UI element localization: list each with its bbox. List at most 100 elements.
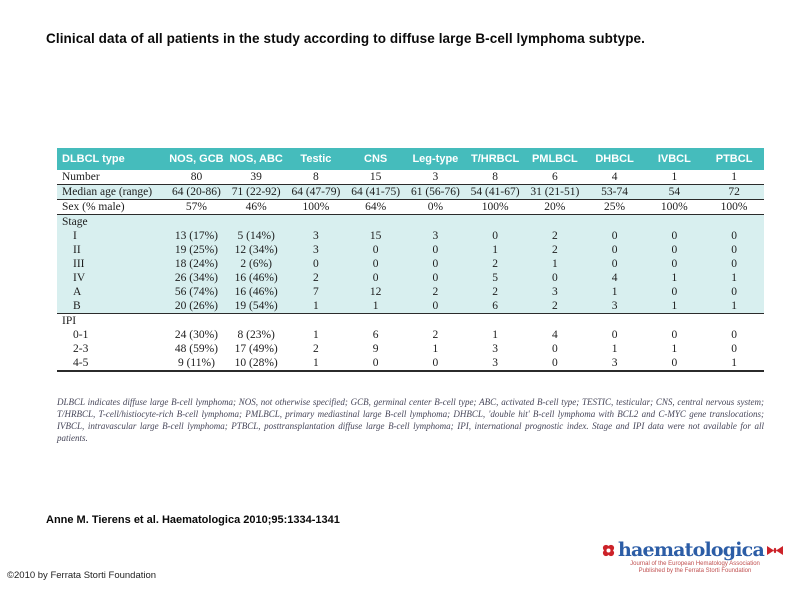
cell-value: 3 bbox=[405, 170, 466, 185]
cell-value bbox=[167, 314, 227, 329]
cell-value: 4 bbox=[584, 271, 645, 285]
cell-value bbox=[406, 314, 466, 329]
cell-value bbox=[405, 214, 466, 229]
clover-icon bbox=[601, 543, 616, 558]
column-header: Testic bbox=[286, 148, 346, 170]
cell-value: 0 bbox=[524, 356, 585, 372]
table-row: 2-3 48 (59%) 17 (49%) 2 9 1 3 0 1 1 0 bbox=[57, 342, 764, 356]
cell-value: 72 bbox=[704, 184, 764, 200]
table-row: A 56 (74%) 16 (46%) 7 12 2 2 3 1 0 0 bbox=[57, 285, 764, 299]
cell-value: 54 (41-67) bbox=[465, 184, 525, 200]
section-row: IPI bbox=[57, 314, 764, 329]
column-header: Leg-type bbox=[405, 148, 466, 170]
row-label: 4-5 bbox=[57, 356, 167, 372]
cell-value: 0 bbox=[584, 257, 645, 271]
cell-value: 1 bbox=[286, 299, 346, 314]
cell-value: 5 (14%) bbox=[226, 229, 287, 243]
table-row: Median age (range) 64 (20-86) 71 (22-92) 64… bbox=[57, 184, 764, 200]
table-row: 4-5 9 (11%) 10 (28%) 1 0 0 3 0 3 0 1 bbox=[57, 356, 764, 372]
column-header: T/HRBCL bbox=[465, 148, 525, 170]
cell-value: 1 bbox=[584, 285, 645, 299]
cell-value: 0 bbox=[584, 243, 645, 257]
cell-value: 46% bbox=[226, 199, 287, 215]
column-header: DHBCL bbox=[584, 148, 645, 170]
column-header: IVBCL bbox=[644, 148, 705, 170]
cell-value bbox=[465, 314, 525, 329]
cell-value: 0 bbox=[345, 257, 406, 271]
row-label: Median age (range) bbox=[57, 184, 167, 200]
row-label: IV bbox=[57, 271, 167, 285]
table-row: Number 80 39 8 15 3 8 6 4 1 1 bbox=[57, 170, 764, 185]
cell-value: 0 bbox=[644, 285, 705, 299]
cell-value: 4 bbox=[551, 329, 558, 341]
cell-value: 1 bbox=[644, 299, 705, 314]
cell-value: 16 (46%) bbox=[226, 285, 287, 299]
cell-value: 2 bbox=[313, 343, 319, 355]
cell-value bbox=[644, 214, 705, 229]
cell-value: 25% bbox=[584, 199, 645, 215]
cell-value: 3 bbox=[584, 299, 645, 314]
cell-value: 1 bbox=[492, 329, 498, 341]
cell-value: 0 bbox=[644, 243, 705, 257]
cell-value: 0 bbox=[465, 229, 525, 243]
cell-value: 0 bbox=[704, 257, 764, 271]
cell-value: 0 bbox=[704, 285, 764, 299]
cell-value: 71 (22-92) bbox=[226, 184, 287, 200]
cell-value: 7 bbox=[286, 285, 346, 299]
cell-value bbox=[644, 314, 704, 329]
cell-value: 1 bbox=[313, 329, 319, 341]
row-label: Sex (% male) bbox=[57, 199, 167, 215]
cell-value: 1 bbox=[611, 343, 618, 355]
cell-value bbox=[704, 214, 764, 229]
cell-value: 1 bbox=[704, 299, 764, 314]
cell-value: 24 (30%) bbox=[174, 329, 218, 341]
cell-value: 6 bbox=[372, 329, 379, 341]
column-header: DLBCL type bbox=[57, 148, 167, 170]
table-row: I 13 (17%) 5 (14%) 3 15 3 0 2 0 0 0 bbox=[57, 229, 764, 243]
cell-value: 15 bbox=[345, 170, 406, 185]
table-header-row: DLBCL type NOS, GCB NOS, ABC Testic CNS Leg-t… bbox=[57, 148, 764, 170]
cell-value: 31 (21-51) bbox=[524, 184, 585, 200]
cell-value: 1 bbox=[644, 271, 705, 285]
cell-value: 8 (23%) bbox=[237, 329, 275, 341]
cell-value: 0 bbox=[345, 271, 406, 285]
cell-value bbox=[226, 314, 286, 329]
cell-value: 13 (17%) bbox=[166, 229, 227, 243]
cell-value: 2 bbox=[524, 243, 585, 257]
table-body: Number 80 39 8 15 3 8 6 4 1 1 Median age (range) 64 … bbox=[57, 170, 764, 372]
column-header: NOS, ABC bbox=[226, 148, 287, 170]
cell-value: 0 bbox=[644, 257, 705, 271]
cell-value: 1 bbox=[345, 299, 406, 314]
data-table: DLBCL type NOS, GCB NOS, ABC Testic CNS Leg-t… bbox=[57, 148, 764, 372]
cell-value: 0 bbox=[405, 271, 466, 285]
row-label: Stage bbox=[57, 214, 167, 229]
cell-value: 100% bbox=[465, 199, 525, 215]
cell-value: 15 bbox=[345, 229, 406, 243]
cell-value: 64 (41-75) bbox=[345, 184, 406, 200]
cell-value: 64 (47-79) bbox=[286, 184, 346, 200]
row-label: II bbox=[57, 243, 167, 257]
cell-value: 54 bbox=[644, 184, 705, 200]
column-header: PTBCL bbox=[704, 148, 764, 170]
cell-value: 1 bbox=[432, 343, 439, 355]
cell-value: 0 bbox=[551, 343, 558, 355]
cell-value: 0 bbox=[731, 343, 737, 355]
cell-value: 12 (34%) bbox=[226, 243, 287, 257]
slide-title: Clinical data of all patients in the stu… bbox=[46, 31, 646, 46]
table-row: 0-1 24 (30%) 8 (23%) 1 6 2 1 4 0 0 0 bbox=[57, 328, 764, 342]
cell-value: 0 bbox=[644, 356, 705, 372]
cell-value bbox=[226, 214, 287, 229]
logo-tagline: Journal of the European Hematology Assoc… bbox=[601, 561, 775, 575]
cell-value: 53-74 bbox=[584, 184, 645, 200]
cell-value: 1 bbox=[524, 257, 585, 271]
cell-value bbox=[286, 214, 346, 229]
cell-value bbox=[166, 214, 227, 229]
row-label: 0-1 bbox=[73, 329, 89, 341]
table-row: B 20 (26%) 19 (54%) 1 1 0 6 2 3 1 1 bbox=[57, 299, 764, 314]
cell-value: 3 bbox=[286, 243, 346, 257]
cell-value: 6 bbox=[465, 299, 525, 314]
cell-value: 0 bbox=[286, 257, 346, 271]
cell-value: 2 bbox=[405, 285, 466, 299]
cell-value: 39 bbox=[226, 170, 287, 185]
cell-value: 2 bbox=[524, 299, 585, 314]
